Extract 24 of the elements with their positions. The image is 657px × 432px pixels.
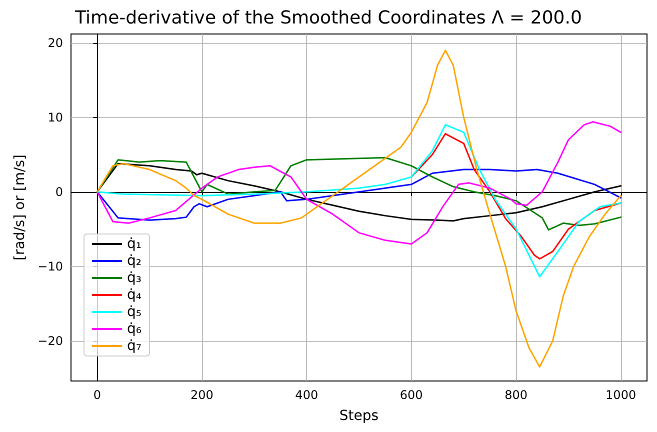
line-series (96, 156, 622, 231)
legend-label: q̇₅ (127, 304, 142, 320)
y-tick-label: −20 (38, 334, 63, 348)
legend-label: q̇₃ (127, 270, 142, 286)
legend-label: q̇₂ (127, 253, 142, 269)
legend-label: q̇₄ (127, 287, 142, 303)
x-tick-label: 400 (295, 388, 318, 402)
x-axis-title: Steps (339, 408, 379, 424)
line-series (410, 133, 622, 260)
y-axis-title: [rad/s] or [m/s] (12, 154, 28, 260)
x-tick-label: 1000 (606, 388, 636, 402)
legend-label: q̇₆ (127, 321, 142, 337)
chart-title: Time-derivative of the Smoothed Coordinates Λ = 200.0 (74, 8, 582, 28)
legend-label: q̇₁ (127, 236, 142, 252)
y-tick-label: 20 (48, 36, 63, 50)
x-tick-label: 800 (504, 388, 528, 402)
y-tick-label: 10 (48, 110, 63, 124)
x-tick-label: 200 (190, 388, 214, 402)
x-tick-label: 600 (400, 388, 423, 402)
y-tick-label: −10 (38, 259, 63, 274)
line-series (96, 50, 622, 368)
y-tick-label: 0 (55, 184, 63, 199)
x-tick-label: 0 (93, 388, 101, 402)
legend-label: q̇₇ (127, 338, 142, 354)
